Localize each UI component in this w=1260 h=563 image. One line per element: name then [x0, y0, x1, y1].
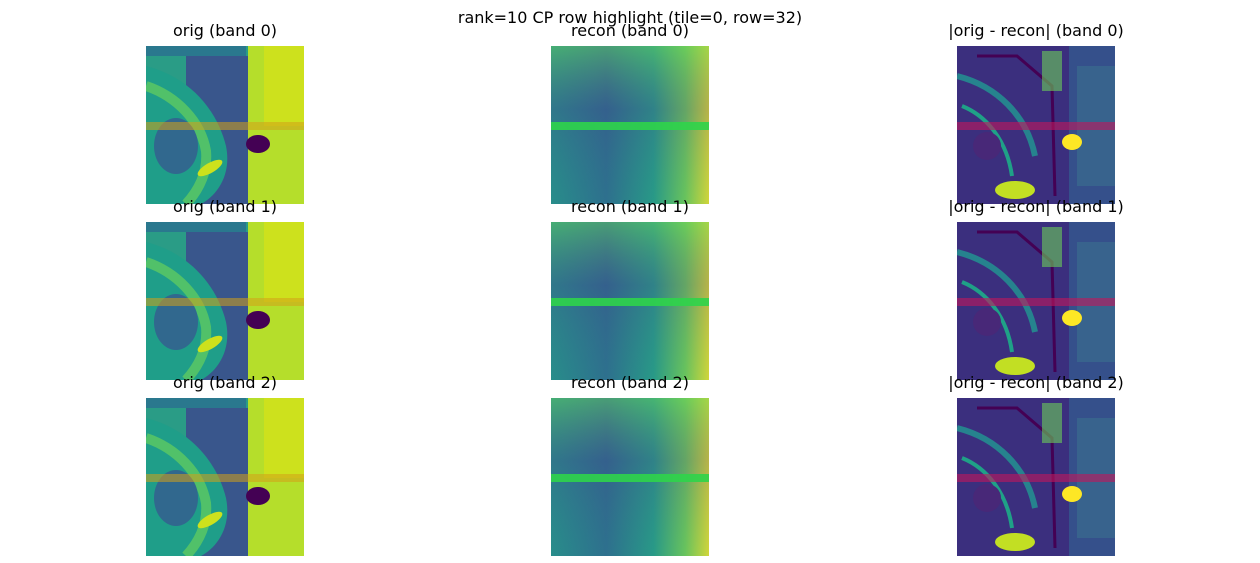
row-highlight — [146, 298, 304, 306]
diff-band-1-panel: |orig - recon| (band 1) — [948, 198, 1124, 380]
row-highlight — [551, 122, 709, 130]
row-highlight — [957, 122, 1115, 130]
panel-title: recon (band 2) — [571, 373, 689, 392]
diff-band-2-panel: |orig - recon| (band 2) — [948, 374, 1124, 556]
row-highlight — [146, 474, 304, 482]
panel-title: recon (band 1) — [571, 197, 689, 216]
recon-band-1-panel: recon (band 1) — [551, 198, 709, 380]
panel-title: recon (band 0) — [571, 21, 689, 40]
panel-title: orig (band 1) — [172, 197, 278, 216]
panel-title: |orig - recon| (band 0) — [948, 21, 1124, 40]
panel-title: orig (band 2) — [172, 373, 278, 392]
row-highlight — [146, 122, 304, 130]
orig-band-0-panel: orig (band 0) — [146, 22, 304, 204]
orig-band-2-panel: orig (band 2) — [146, 374, 304, 556]
row-highlight — [551, 298, 709, 306]
diff-band-0-panel: |orig - recon| (band 0) — [948, 22, 1124, 204]
row-highlight — [957, 298, 1115, 306]
orig-band-1-panel: orig (band 1) — [146, 198, 304, 380]
panel-title: |orig - recon| (band 1) — [948, 197, 1124, 216]
recon-band-0-panel: recon (band 0) — [551, 22, 709, 204]
row-highlight — [551, 474, 709, 482]
figure-suptitle: rank=10 CP row highlight (tile=0, row=32… — [457, 8, 803, 27]
recon-band-2-panel: recon (band 2) — [551, 374, 709, 556]
row-highlight — [957, 474, 1115, 482]
panel-title: |orig - recon| (band 2) — [948, 373, 1124, 392]
panel-title: orig (band 0) — [172, 21, 278, 40]
